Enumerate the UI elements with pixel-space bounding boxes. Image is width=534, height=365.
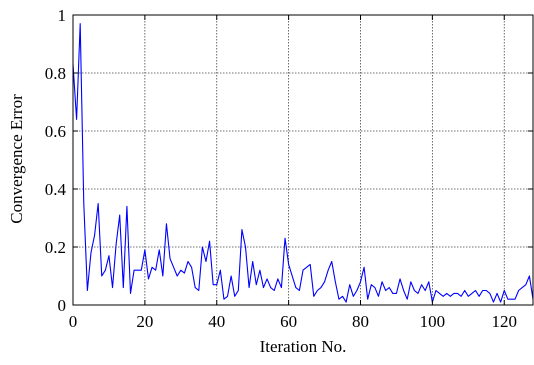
x-tick-label: 40 <box>208 312 225 331</box>
grid <box>73 14 533 305</box>
axes <box>72 14 534 306</box>
y-tick-label: 1 <box>58 6 67 25</box>
series-line <box>72 23 534 303</box>
x-axis-label: Iteration No. <box>260 337 347 356</box>
x-tick-label: 60 <box>280 312 297 331</box>
x-tick-label: 20 <box>136 312 153 331</box>
plot-frame <box>72 14 534 306</box>
y-tick-label: 0 <box>58 296 67 315</box>
y-tick-label: 0.8 <box>45 64 66 83</box>
y-tick-label: 0.6 <box>45 122 66 141</box>
y-tick-label: 0.4 <box>45 180 67 199</box>
x-tick-label: 100 <box>420 312 446 331</box>
y-tick-label: 0.2 <box>45 238 66 257</box>
series-layer <box>72 23 534 303</box>
x-tick-label: 80 <box>352 312 369 331</box>
y-axis-label: Convergence Error <box>7 94 26 224</box>
x-tick-label: 120 <box>492 312 518 331</box>
x-tick-label: 0 <box>69 312 78 331</box>
tick-labels: 0 20 40 60 80 100 120 0 0.2 0.4 0.6 0.8 1 <box>45 6 517 331</box>
